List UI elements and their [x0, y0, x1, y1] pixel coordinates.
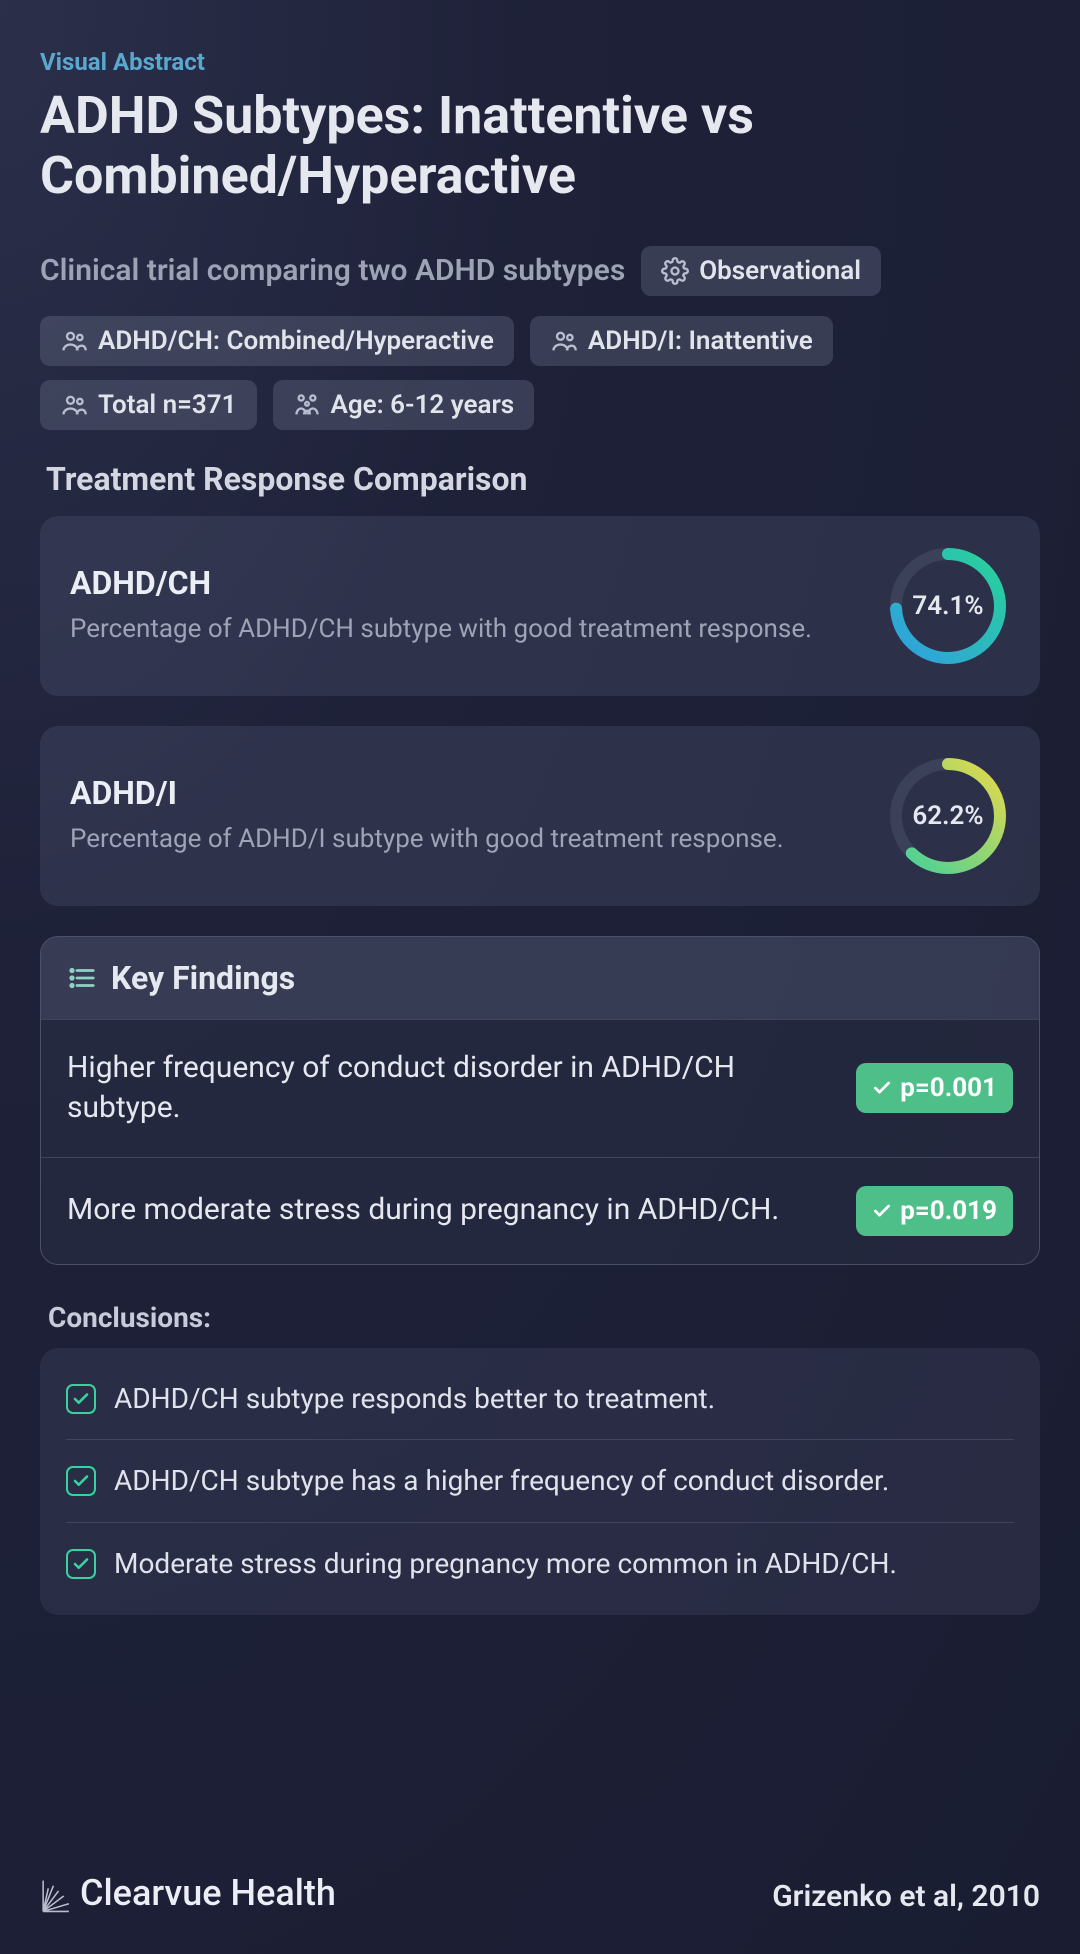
brand-name: Clearvue Health — [80, 1872, 336, 1914]
check-icon — [66, 1549, 96, 1579]
pill-row-groups: ADHD/CH: Combined/Hyperactive ADHD/I: In… — [40, 316, 1040, 366]
finding-text: Higher frequency of conduct disorder in … — [67, 1048, 836, 1129]
p-value-text: p=0.019 — [900, 1196, 997, 1226]
eyebrow: Visual Abstract — [40, 48, 1040, 76]
pill-label: ADHD/I: Inattentive — [588, 326, 813, 356]
check-icon — [872, 1078, 892, 1098]
citation: Grizenko et al, 2010 — [772, 1879, 1040, 1914]
card-left: ADHD/I Percentage of ADHD/I subtype with… — [70, 774, 866, 857]
people-icon — [60, 327, 88, 355]
donut-chart: 74.1% — [886, 544, 1010, 668]
gear-icon — [661, 257, 689, 285]
brand: Clearvue Health — [40, 1872, 336, 1914]
family-icon — [293, 391, 321, 419]
pill-label: ADHD/CH: Combined/Hyperactive — [98, 326, 494, 356]
page-title: ADHD Subtypes: Inattentive vs Combined/H… — [40, 86, 1040, 206]
card-title: ADHD/CH — [70, 564, 866, 602]
footer: Clearvue Health Grizenko et al, 2010 — [40, 1872, 1040, 1914]
conclusion-item: ADHD/CH subtype has a higher frequency o… — [66, 1439, 1014, 1522]
pill-study-type: Observational — [641, 246, 881, 296]
p-value-badge: p=0.001 — [856, 1063, 1013, 1113]
subtitle-row: Clinical trial comparing two ADHD subtyp… — [40, 246, 1040, 296]
findings-box: Key Findings Higher frequency of conduct… — [40, 936, 1040, 1265]
p-value-badge: p=0.019 — [856, 1186, 1013, 1236]
check-icon — [66, 1384, 96, 1414]
comparison-card: ADHD/CH Percentage of ADHD/CH subtype wi… — [40, 516, 1040, 696]
list-icon — [67, 963, 97, 993]
subtitle: Clinical trial comparing two ADHD subtyp… — [40, 253, 625, 288]
conclusion-text: ADHD/CH subtype has a higher frequency o… — [114, 1462, 889, 1500]
finding-rows: Higher frequency of conduct disorder in … — [41, 1019, 1039, 1264]
pill-label: Age: 6-12 years — [331, 390, 515, 420]
donut-chart: 62.2% — [886, 754, 1010, 878]
pill-n: Total n=371 — [40, 380, 257, 430]
conclusion-text: Moderate stress during pregnancy more co… — [114, 1545, 897, 1583]
donut-label: 62.2% — [886, 754, 1010, 878]
comparison-card: ADHD/I Percentage of ADHD/I subtype with… — [40, 726, 1040, 906]
card-left: ADHD/CH Percentage of ADHD/CH subtype wi… — [70, 564, 866, 647]
pill-label: Observational — [699, 256, 861, 286]
pill-label: Total n=371 — [98, 390, 237, 420]
conclusions-title: Conclusions: — [48, 1301, 1040, 1334]
findings-header: Key Findings — [41, 937, 1039, 1019]
pill-age: Age: 6-12 years — [273, 380, 535, 430]
conclusion-item: Moderate stress during pregnancy more co… — [66, 1522, 1014, 1605]
check-icon — [66, 1466, 96, 1496]
card-title: ADHD/I — [70, 774, 866, 812]
card-desc: Percentage of ADHD/CH subtype with good … — [70, 612, 866, 647]
conclusions-box: ADHD/CH subtype responds better to treat… — [40, 1348, 1040, 1615]
finding-text: More moderate stress during pregnancy in… — [67, 1190, 836, 1231]
section-title-comparison: Treatment Response Comparison — [46, 460, 1040, 498]
pill-group-b: ADHD/I: Inattentive — [530, 316, 833, 366]
conclusion-text: ADHD/CH subtype responds better to treat… — [114, 1380, 715, 1418]
people-icon — [550, 327, 578, 355]
comparison-cards: ADHD/CH Percentage of ADHD/CH subtype wi… — [40, 516, 1040, 906]
p-value-text: p=0.001 — [900, 1073, 997, 1103]
card-desc: Percentage of ADHD/I subtype with good t… — [70, 822, 866, 857]
donut-label: 74.1% — [886, 544, 1010, 668]
finding-row: Higher frequency of conduct disorder in … — [41, 1019, 1039, 1157]
people-icon — [60, 391, 88, 419]
conclusion-item: ADHD/CH subtype responds better to treat… — [66, 1358, 1014, 1440]
finding-row: More moderate stress during pregnancy in… — [41, 1157, 1039, 1264]
pill-row-meta: Total n=371 Age: 6-12 years — [40, 380, 1040, 430]
check-icon — [872, 1201, 892, 1221]
findings-title: Key Findings — [111, 959, 295, 997]
brand-icon — [40, 1878, 72, 1914]
pill-group-a: ADHD/CH: Combined/Hyperactive — [40, 316, 514, 366]
